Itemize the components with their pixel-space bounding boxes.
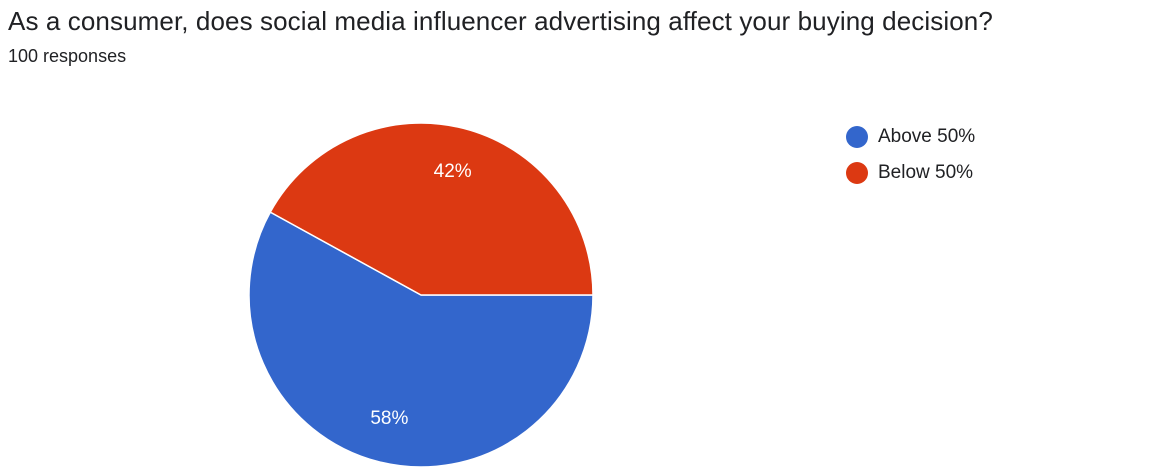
pie-slice-label: 42% xyxy=(434,161,472,182)
chart-legend: Above 50% Below 50% xyxy=(846,126,975,198)
legend-label: Below 50% xyxy=(878,162,974,183)
legend-swatch-above-50 xyxy=(846,126,868,148)
legend-item-above-50[interactable]: Above 50% xyxy=(846,126,975,148)
legend-item-below-50[interactable]: Below 50% xyxy=(846,162,975,184)
response-count: 100 responses xyxy=(8,46,127,66)
pie-slice-above-50[interactable] xyxy=(248,211,594,468)
legend-swatch-below-50 xyxy=(846,162,868,184)
pie-slice-below-50[interactable] xyxy=(269,122,594,296)
legend-label: Above 50% xyxy=(878,126,976,147)
pie-slice-label: 58% xyxy=(370,408,408,429)
question-title: As a consumer, does social media influen… xyxy=(8,6,993,36)
